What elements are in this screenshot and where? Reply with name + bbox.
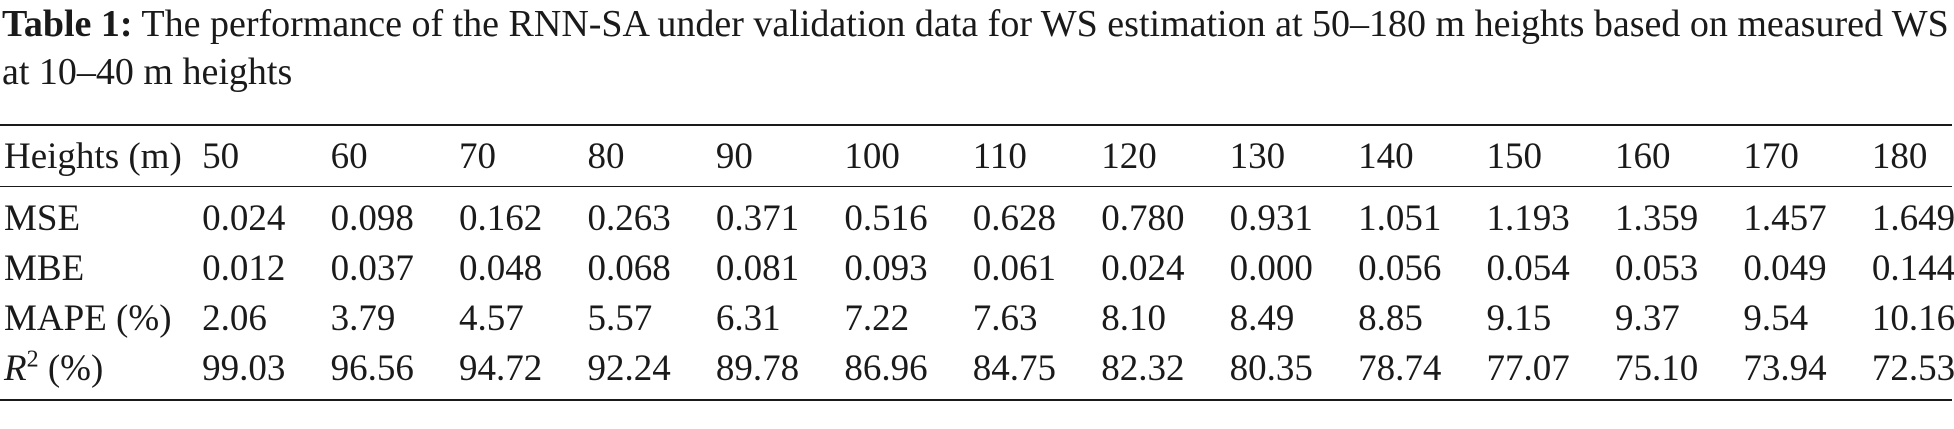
table-cell: 9.54 <box>1743 297 1809 339</box>
table-cell: 89.78 <box>715 347 800 389</box>
table-cell: 0.263 <box>587 197 671 239</box>
header-cell: 60 <box>330 135 368 177</box>
header-cell: 140 <box>1358 135 1414 177</box>
row-label-mse: MSE <box>4 197 81 239</box>
table-cell: 78.74 <box>1358 347 1442 389</box>
table-cell: 0.048 <box>459 247 543 289</box>
header-cell: 80 <box>587 135 625 177</box>
table-cell: 0.012 <box>202 247 286 289</box>
header-cell: 180 <box>1871 135 1928 177</box>
table-cell: 99.03 <box>202 347 286 389</box>
table-cell: 8.49 <box>1229 297 1295 339</box>
header-cell: 150 <box>1486 135 1543 177</box>
table-row-r2: R2 (%) 99.03 96.56 94.72 92.24 89.78 86.… <box>0 343 1954 400</box>
table-cell: 9.15 <box>1486 297 1552 339</box>
table-cell: 5.57 <box>587 297 653 339</box>
r2-superscript: 2 <box>26 346 39 373</box>
header-cell: 130 <box>1229 135 1286 177</box>
table-row-mse: MSE 0.024 0.098 0.162 0.263 0.371 0.516 … <box>0 187 1954 244</box>
table-cell: 82.32 <box>1101 347 1185 389</box>
r2-unit: (%) <box>38 347 104 389</box>
table-cell: 77.07 <box>1486 347 1570 389</box>
table-cell: 2.06 <box>202 297 267 339</box>
table-cell: 0.780 <box>1101 197 1185 239</box>
header-cell: 110 <box>972 135 1027 177</box>
table-cell: 7.22 <box>844 297 910 339</box>
table-cell: 1.193 <box>1486 197 1570 239</box>
table-cell: 0.081 <box>715 247 800 289</box>
table-row-mbe: MBE 0.012 0.037 0.048 0.068 0.081 0.093 … <box>0 243 1954 293</box>
table-cell: 0.093 <box>844 247 928 289</box>
header-cell: 90 <box>715 135 753 177</box>
table-row-mape: MAPE (%) 2.06 3.79 4.57 5.57 6.31 7.22 7… <box>0 293 1954 343</box>
table-cell: 0.068 <box>587 247 671 289</box>
table-cell: 73.94 <box>1743 347 1827 389</box>
table-cell: 80.35 <box>1229 347 1313 389</box>
table-caption: Table 1: The performance of the RNN-SA u… <box>2 0 1950 96</box>
table-cell: 0.931 <box>1229 197 1313 239</box>
table-cell: 84.75 <box>972 347 1057 389</box>
row-label-mape: MAPE (%) <box>4 297 172 339</box>
row-label-mbe: MBE <box>4 247 85 289</box>
row-label-r2: R2 (%) <box>0 343 202 400</box>
table-cell: 1.359 <box>1614 197 1699 239</box>
table-cell: 0.098 <box>330 197 414 239</box>
table-cell: 0.054 <box>1486 247 1570 289</box>
table-cell: 94.72 <box>459 347 543 389</box>
table-cell: 0.628 <box>972 197 1057 239</box>
table-cell: 0.037 <box>330 247 414 289</box>
table-cell: 0.371 <box>715 197 800 239</box>
r2-symbol: R <box>4 347 27 389</box>
table-cell: 72.53 <box>1871 347 1954 389</box>
table-cell: 92.24 <box>587 347 671 389</box>
table-cell: 4.57 <box>459 297 524 339</box>
table-cell: 0.144 <box>1871 247 1954 289</box>
table-cell: 0.024 <box>202 197 286 239</box>
table-cell: 3.79 <box>330 297 396 339</box>
header-cell: 100 <box>844 135 900 177</box>
performance-table: Heights (m) 50 60 70 80 90 100 110 120 1… <box>0 124 1954 401</box>
header-cell: 70 <box>459 135 497 177</box>
table-cell: 0.061 <box>972 247 1057 289</box>
table-cell: 0.162 <box>459 197 543 239</box>
table-cell: 9.37 <box>1614 297 1680 339</box>
table-cell: 7.63 <box>972 297 1038 339</box>
table-cell: 75.10 <box>1614 347 1699 389</box>
table-cell: 8.10 <box>1101 297 1166 339</box>
header-cell: 50 <box>202 135 240 177</box>
header-cell: 120 <box>1101 135 1157 177</box>
table-cell: 0.024 <box>1101 247 1185 289</box>
table-cell: 96.56 <box>330 347 414 389</box>
table-cell: 1.649 <box>1871 197 1954 239</box>
table-cell: 0.516 <box>844 197 928 239</box>
caption-text: The performance of the RNN-SA under vali… <box>2 3 1949 93</box>
caption-label: Table 1: <box>2 3 133 45</box>
table-cell: 8.85 <box>1358 297 1423 339</box>
table-cell: 1.457 <box>1743 197 1827 239</box>
table-cell: 1.051 <box>1358 197 1442 239</box>
header-row: Heights (m) 50 60 70 80 90 100 110 120 1… <box>0 125 1952 187</box>
table-cell: 0.056 <box>1358 247 1442 289</box>
table-cell: 10.16 <box>1871 297 1954 339</box>
header-cell: 160 <box>1614 135 1671 177</box>
table-cell: 0.000 <box>1229 247 1313 289</box>
table-cell: 6.31 <box>715 297 781 339</box>
table-cell: 0.053 <box>1614 247 1699 289</box>
header-label-cell: Heights (m) <box>4 135 182 177</box>
table-cell: 86.96 <box>844 347 928 389</box>
header-cell: 170 <box>1743 135 1799 177</box>
table-cell: 0.049 <box>1743 247 1827 289</box>
